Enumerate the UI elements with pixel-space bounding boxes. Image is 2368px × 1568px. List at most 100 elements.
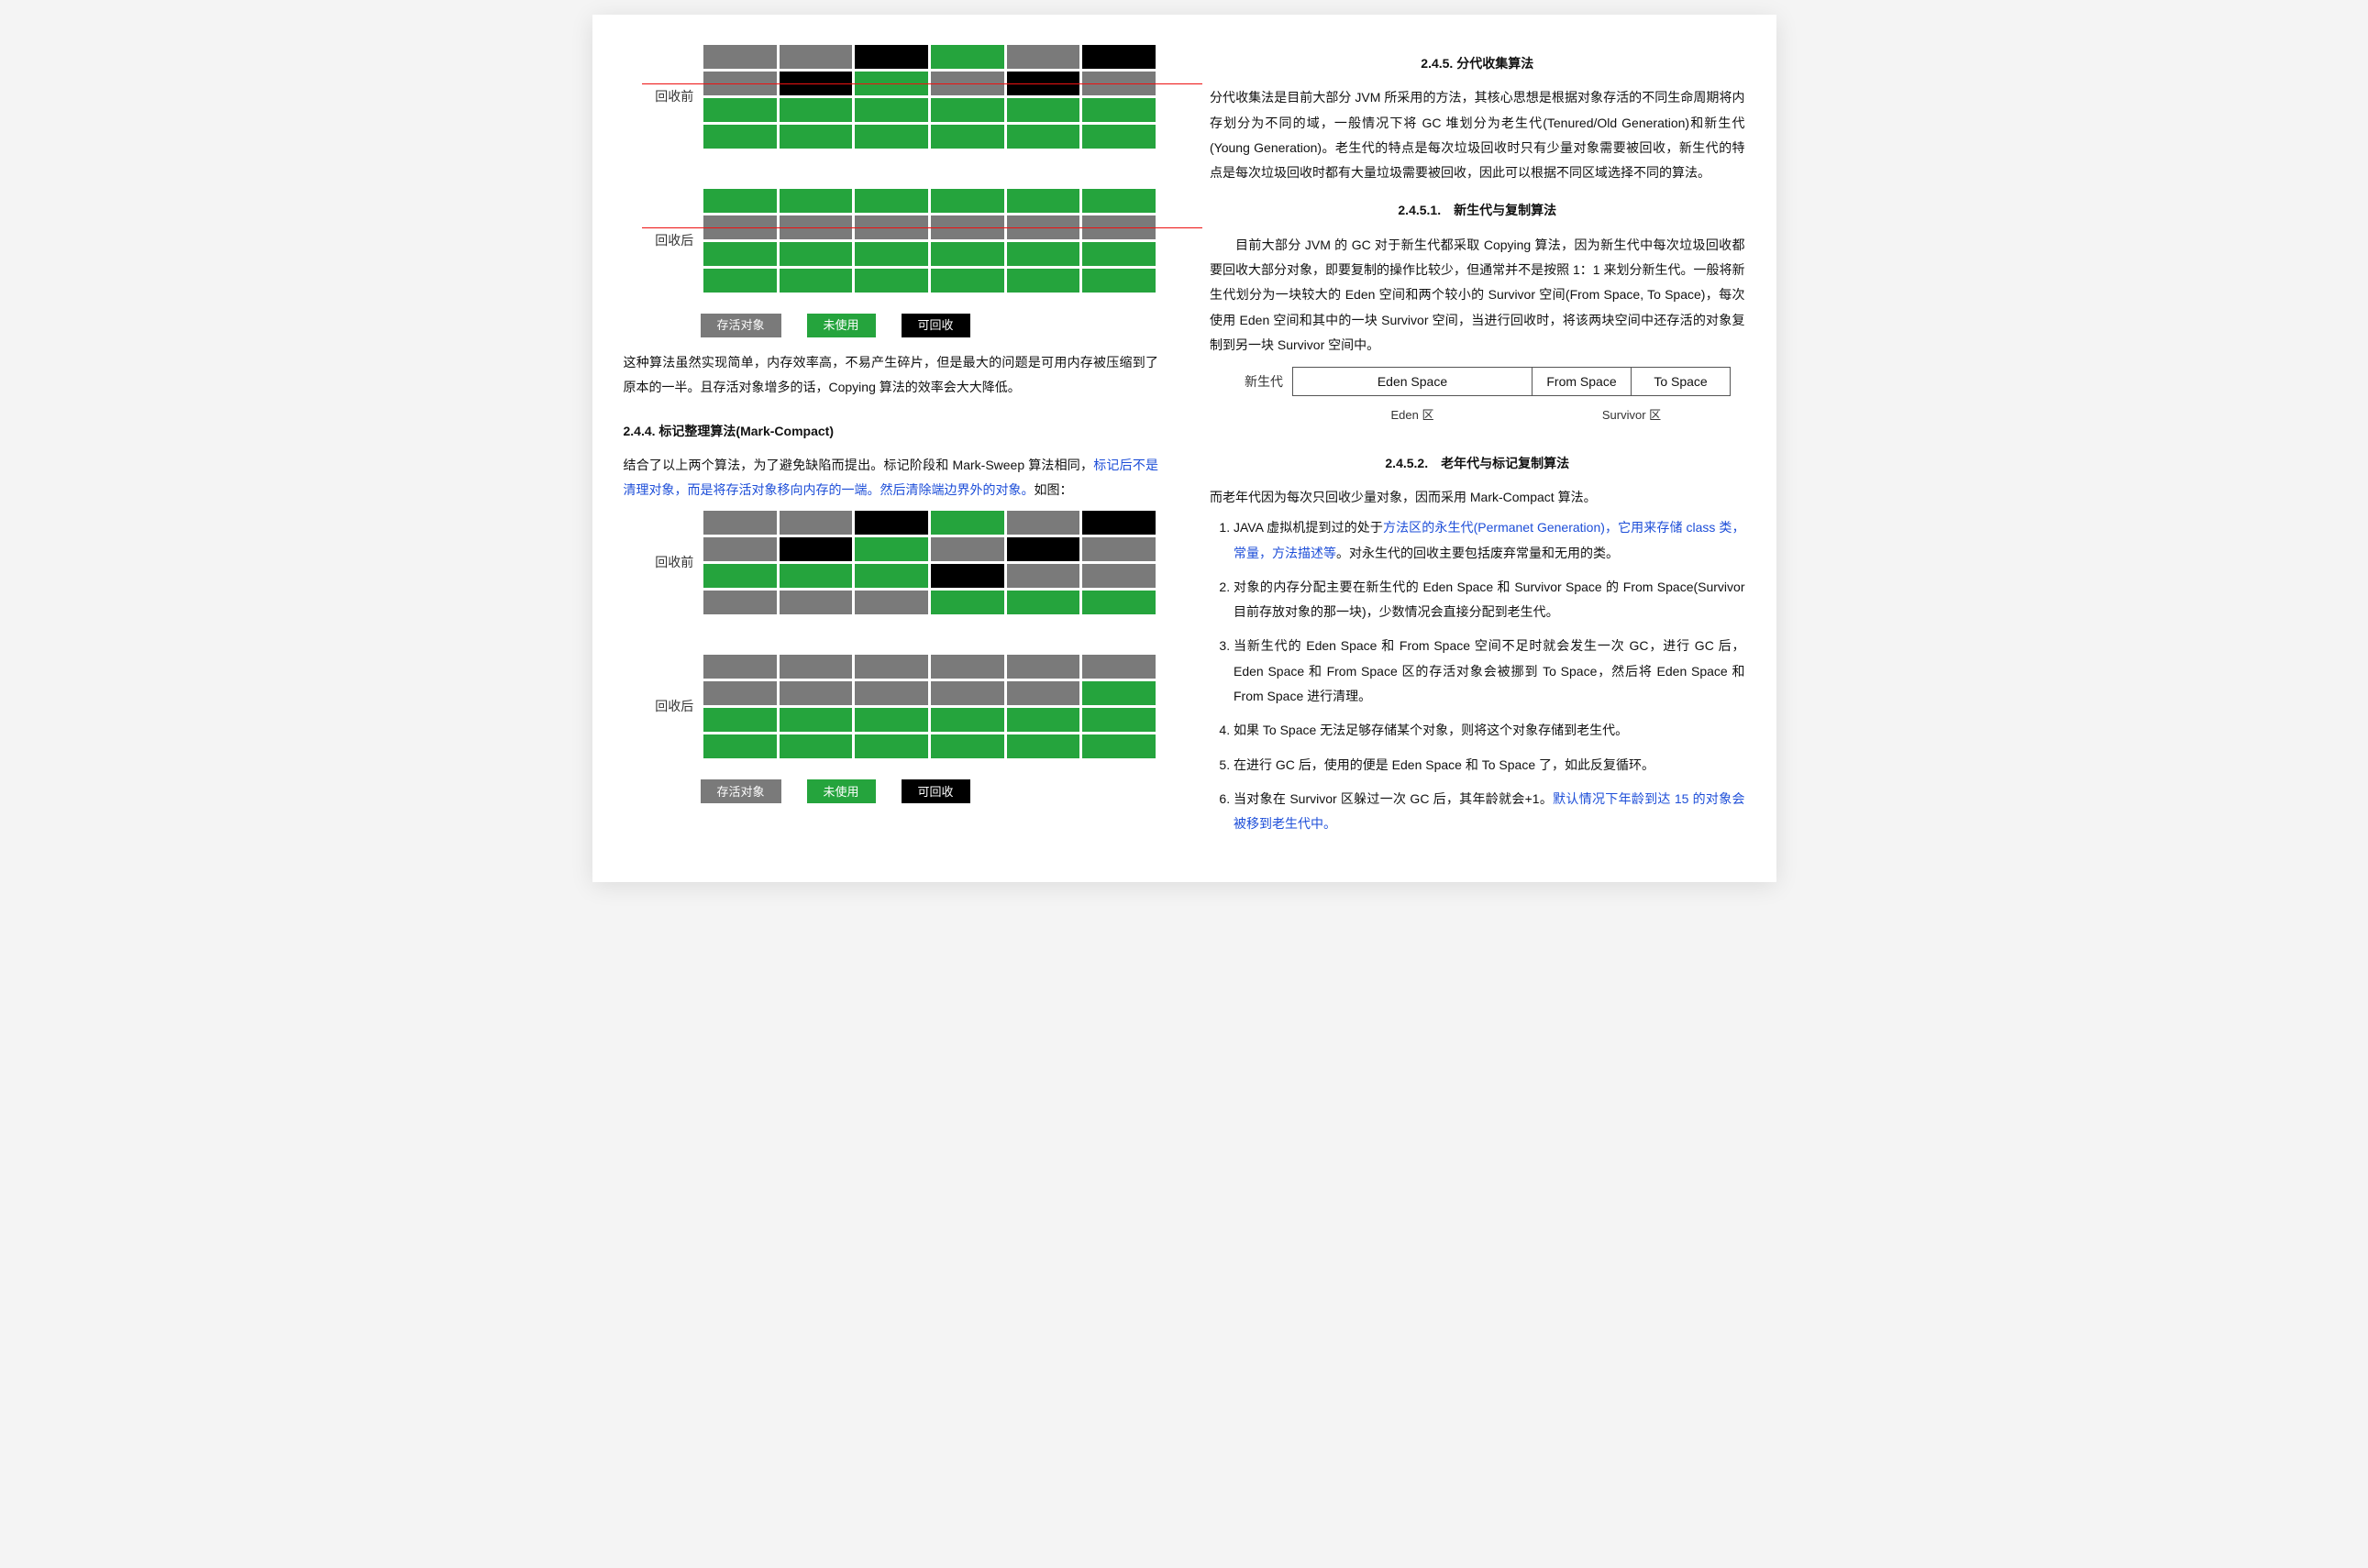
memory-cell <box>778 97 854 124</box>
memory-cell <box>1081 707 1157 734</box>
copying-diagram: 回收前 回收后 <box>624 42 1159 295</box>
memory-cell <box>1081 590 1157 616</box>
mc-intro-c: 如图： <box>1035 482 1073 497</box>
memory-cell <box>1081 188 1157 215</box>
memory-cell <box>778 563 854 590</box>
memory-cell <box>1005 97 1081 124</box>
memory-cell <box>1081 268 1157 294</box>
memory-cell <box>930 654 1006 680</box>
memory-cell <box>1081 654 1157 680</box>
memory-cell <box>703 124 779 150</box>
diag2-after-label: 回收后 <box>624 694 702 719</box>
legend-2: 存活对象 未使用 可回收 <box>701 779 1159 803</box>
memory-cell <box>854 44 930 71</box>
memory-cell <box>778 124 854 150</box>
memory-cell <box>854 536 930 563</box>
memory-cell <box>1005 536 1081 563</box>
memory-cell <box>1081 44 1157 71</box>
memory-cell <box>778 734 854 760</box>
memory-cell <box>778 654 854 680</box>
memory-cell <box>1005 268 1081 294</box>
diag1-before-grid <box>701 42 1158 151</box>
memory-cell <box>1081 97 1157 124</box>
para-2451: 目前大部分 JVM 的 GC 对于新生代都采取 Copying 算法，因为新生代… <box>1210 233 1745 358</box>
legend2-survive: 存活对象 <box>701 779 781 803</box>
memory-cell <box>854 590 930 616</box>
copying-summary: 这种算法虽然实现简单，内存效率高，不易产生碎片，但是最大的问题是可用内存被压缩到… <box>624 350 1159 401</box>
memory-cell <box>930 707 1006 734</box>
memory-cell <box>703 536 779 563</box>
memory-cell <box>854 707 930 734</box>
memory-cell <box>703 188 779 215</box>
memory-cell <box>703 680 779 707</box>
memory-cell <box>930 97 1006 124</box>
memory-cell <box>778 241 854 268</box>
memory-cell <box>703 707 779 734</box>
memory-cell <box>1005 510 1081 536</box>
memory-cell <box>703 734 779 760</box>
legend-recycle: 可回收 <box>902 314 970 337</box>
memory-cell <box>1005 241 1081 268</box>
diag2-after-grid <box>701 652 1158 761</box>
memory-cell <box>778 680 854 707</box>
memory-cell <box>1005 734 1081 760</box>
memory-cell <box>854 654 930 680</box>
legend-1: 存活对象 未使用 可回收 <box>701 314 1159 337</box>
heading-244: 2.4.4. 标记整理算法(Mark-Compact) <box>624 419 1159 444</box>
list-item: 对象的内存分配主要在新生代的 Eden Space 和 Survivor Spa… <box>1234 575 1745 625</box>
list-item: 如果 To Space 无法足够存储某个对象，则将这个对象存储到老生代。 <box>1234 718 1745 743</box>
mc-intro-a: 结合了以上两个算法，为了避免缺陷而提出。标记阶段和 Mark-Sweep 算法相… <box>624 458 1094 472</box>
old-gen-list: JAVA 虚拟机提到过的处于方法区的永生代(Permanet Generatio… <box>1210 515 1745 836</box>
memory-cell <box>703 241 779 268</box>
list-item: JAVA 虚拟机提到过的处于方法区的永生代(Permanet Generatio… <box>1234 515 1745 566</box>
memory-cell <box>1081 510 1157 536</box>
from-space-box: From Space <box>1533 367 1632 396</box>
memory-cell <box>1005 124 1081 150</box>
memory-cell <box>930 734 1006 760</box>
memory-cell <box>1081 563 1157 590</box>
diag1-after-grid <box>701 186 1158 295</box>
memory-cell <box>1005 590 1081 616</box>
memory-cell <box>703 654 779 680</box>
memory-cell <box>778 510 854 536</box>
memory-cell <box>930 44 1006 71</box>
diag2-before-label: 回收前 <box>624 550 702 575</box>
right-column: 2.4.5. 分代收集算法 分代收集法是目前大部分 JVM 所采用的方法，其核心… <box>1210 39 1745 845</box>
legend2-unused: 未使用 <box>807 779 876 803</box>
memory-cell <box>854 97 930 124</box>
memory-cell <box>1081 241 1157 268</box>
memory-cell <box>854 241 930 268</box>
eden-sub-label: Eden 区 <box>1292 403 1533 426</box>
list-item: 当新生代的 Eden Space 和 From Space 空间不足时就会发生一… <box>1234 634 1745 709</box>
memory-cell <box>1005 44 1081 71</box>
memory-cell <box>703 510 779 536</box>
memory-cell <box>1081 680 1157 707</box>
memory-cell <box>1005 188 1081 215</box>
memory-cell <box>703 44 779 71</box>
memory-cell <box>778 536 854 563</box>
memory-cell <box>703 268 779 294</box>
memory-cell <box>854 680 930 707</box>
memory-cell <box>1081 124 1157 150</box>
memory-cell <box>1081 734 1157 760</box>
gen-row-label: 新生代 <box>1235 367 1292 396</box>
memory-cell <box>854 188 930 215</box>
legend2-recycle: 可回收 <box>902 779 970 803</box>
memory-cell <box>930 188 1006 215</box>
memory-cell <box>703 590 779 616</box>
heading-2451: 2.4.5.1. 新生代与复制算法 <box>1210 198 1745 223</box>
red-divider-line <box>642 227 1202 228</box>
heading-245: 2.4.5. 分代收集算法 <box>1210 51 1745 76</box>
memory-cell <box>930 124 1006 150</box>
mark-compact-intro: 结合了以上两个算法，为了避免缺陷而提出。标记阶段和 Mark-Sweep 算法相… <box>624 453 1159 503</box>
heading-2452: 2.4.5.2. 老年代与标记复制算法 <box>1210 451 1745 476</box>
memory-cell <box>854 510 930 536</box>
document-page: 回收前 回收后 存活对象 未使用 可回收 这种算法虽然实现简单，内存效率高，不易… <box>592 15 1776 882</box>
mark-compact-diagram: 回收前 回收后 <box>624 508 1159 761</box>
memory-cell <box>930 241 1006 268</box>
memory-cell <box>1005 680 1081 707</box>
memory-cell <box>930 563 1006 590</box>
memory-cell <box>854 563 930 590</box>
red-divider-line <box>642 83 1202 84</box>
eden-space-box: Eden Space <box>1292 367 1533 396</box>
